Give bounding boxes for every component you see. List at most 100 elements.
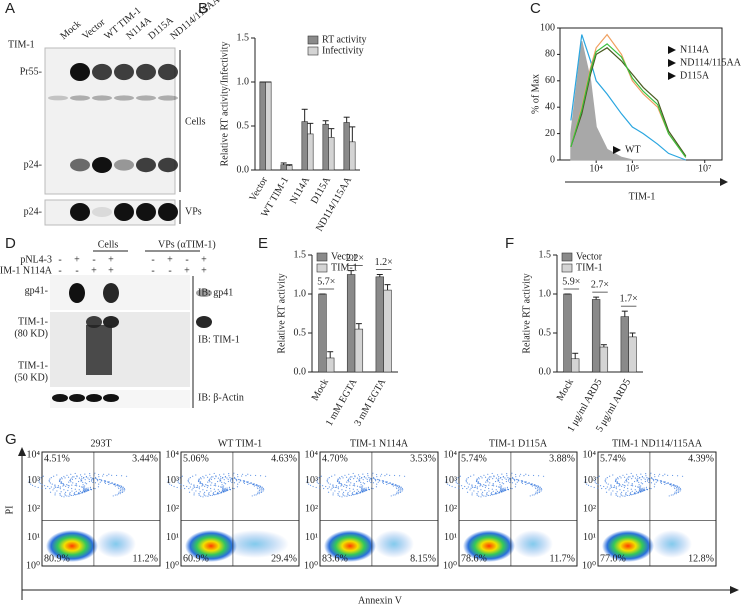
dot — [332, 494, 334, 496]
dot — [315, 486, 317, 489]
dot — [401, 487, 404, 490]
dot — [640, 485, 642, 487]
dot — [364, 489, 367, 491]
dot — [54, 494, 56, 496]
dot — [511, 482, 514, 484]
dot — [118, 491, 120, 493]
dot — [615, 480, 617, 483]
density — [651, 530, 692, 558]
dot — [483, 495, 485, 497]
y-tick-label: 10² — [27, 503, 40, 514]
dot — [624, 495, 626, 497]
dot — [525, 483, 527, 486]
dot — [353, 494, 355, 496]
dot — [675, 493, 677, 495]
quadrant-percent: 8.15% — [410, 553, 436, 564]
dot — [653, 480, 655, 482]
dot — [397, 490, 400, 492]
dot — [348, 473, 350, 475]
dot — [332, 485, 334, 487]
dot — [610, 492, 612, 494]
dot — [59, 486, 62, 488]
dot — [72, 494, 74, 497]
y-tick-label: 10³ — [305, 475, 318, 486]
density — [46, 530, 98, 562]
annotation: 1.7× — [620, 293, 638, 304]
band — [52, 394, 68, 402]
blot — [50, 312, 190, 387]
y-axis-label: Relative RT activity — [276, 273, 287, 353]
dot — [75, 494, 77, 496]
dot — [535, 485, 538, 487]
dot — [610, 486, 613, 488]
dot — [40, 477, 42, 479]
dot — [209, 473, 211, 475]
band — [69, 283, 85, 303]
y-tick-label: 20 — [545, 128, 555, 139]
dot — [198, 486, 201, 488]
dot — [62, 483, 64, 485]
dot — [515, 483, 517, 485]
dot — [49, 482, 52, 484]
dot — [345, 489, 347, 492]
dot — [538, 486, 540, 488]
dot — [643, 477, 645, 479]
y-tick-label: 10² — [583, 503, 596, 514]
y-tick-label: 80 — [545, 49, 555, 60]
dot — [362, 473, 364, 475]
band — [136, 157, 156, 173]
dot — [677, 486, 679, 488]
lane-label: ND114/115AA — [168, 0, 222, 42]
dot — [606, 476, 608, 479]
bar — [301, 121, 308, 171]
dot — [640, 482, 642, 484]
dot — [344, 495, 346, 497]
dot — [119, 490, 122, 492]
band — [158, 63, 178, 81]
dot — [102, 475, 104, 477]
dot — [625, 492, 627, 494]
dot — [338, 477, 341, 479]
dot — [504, 487, 506, 489]
dot — [209, 494, 212, 497]
dot — [67, 484, 69, 487]
dot — [353, 478, 355, 480]
dot — [359, 478, 361, 480]
dot — [644, 480, 647, 483]
dot — [309, 484, 312, 487]
dot — [245, 481, 248, 483]
dot — [48, 481, 50, 483]
dot — [445, 479, 448, 481]
dot — [476, 478, 478, 480]
dot — [237, 478, 240, 481]
band — [136, 203, 156, 221]
dot — [396, 485, 399, 487]
dot — [106, 475, 108, 477]
dot — [352, 484, 354, 487]
dot — [471, 484, 473, 486]
dot — [501, 482, 503, 484]
dot — [484, 486, 486, 489]
dot — [250, 474, 252, 477]
dot — [121, 486, 123, 488]
dot — [353, 485, 356, 487]
dot — [454, 486, 456, 489]
dot — [178, 482, 180, 485]
dot — [466, 482, 469, 484]
dot — [596, 477, 598, 479]
legend-swatch — [316, 252, 328, 262]
dot — [470, 475, 472, 477]
band — [86, 394, 102, 402]
dot — [212, 492, 215, 494]
dot — [670, 485, 672, 487]
quadrant-percent: 5.74% — [461, 453, 487, 464]
dot — [217, 489, 219, 491]
dot — [243, 482, 246, 484]
dot — [56, 490, 58, 492]
annotation: 1.2× — [375, 257, 393, 268]
dot — [603, 485, 605, 488]
dot — [399, 490, 401, 492]
dot — [650, 472, 652, 474]
dot — [531, 485, 533, 487]
dot — [643, 487, 645, 489]
